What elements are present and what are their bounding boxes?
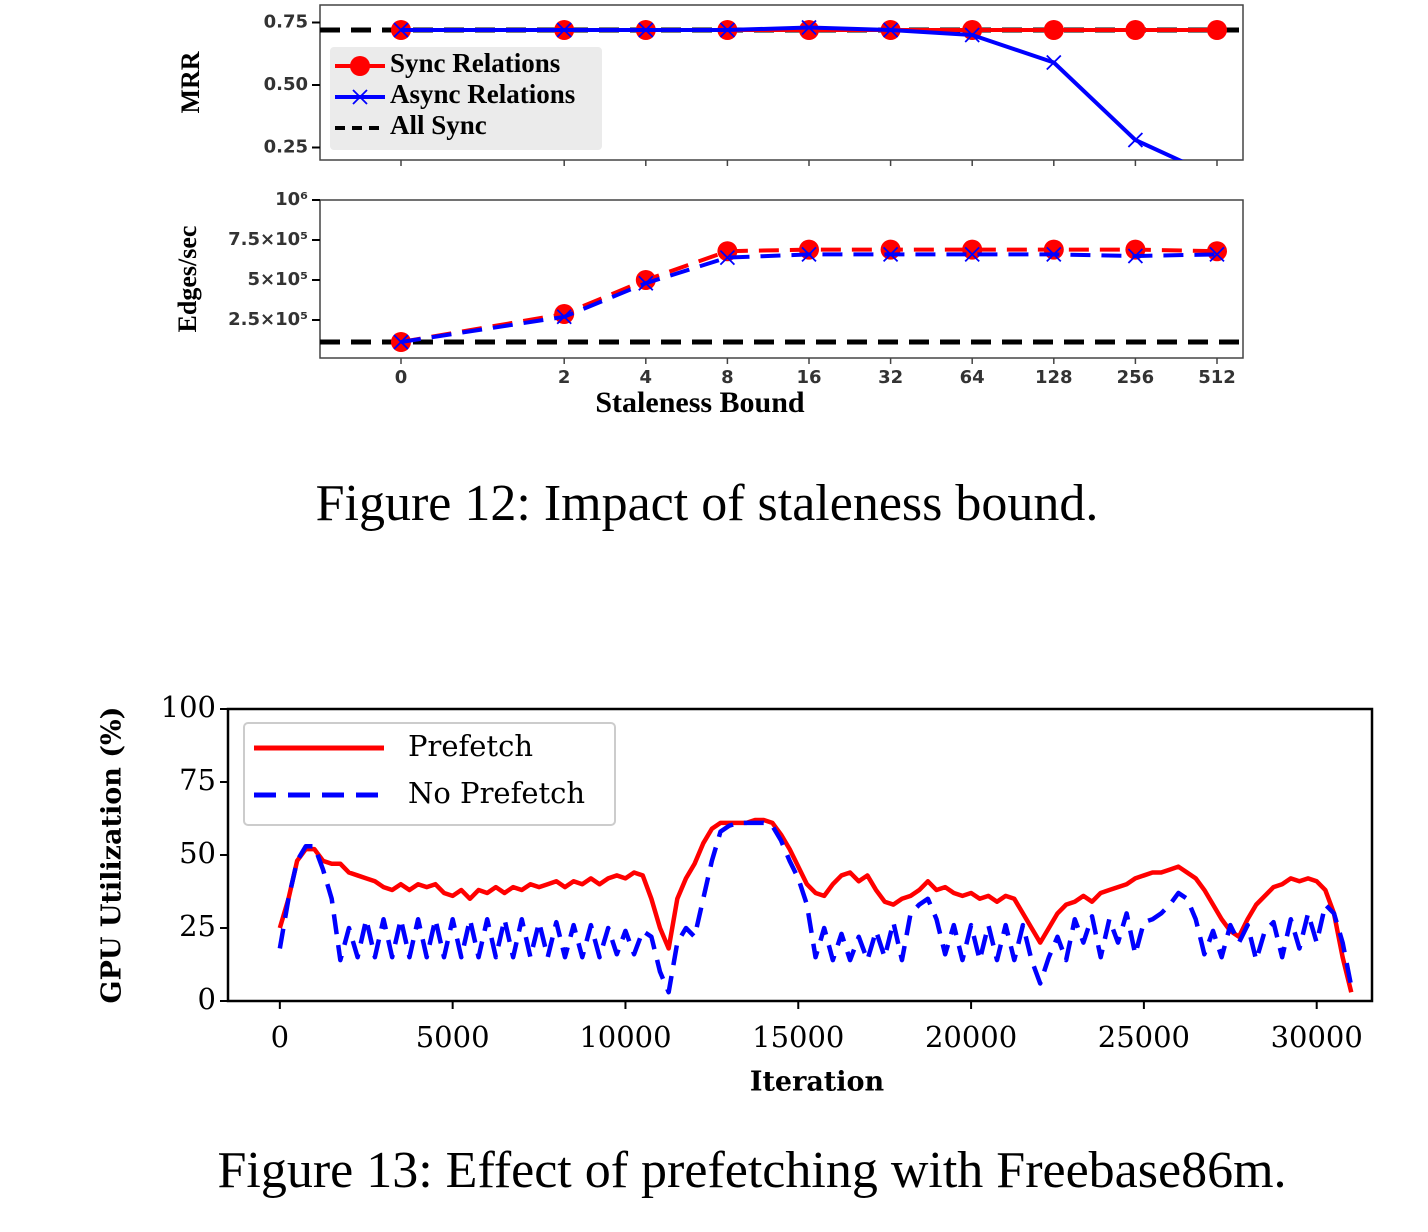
x-tick-label: 2: [558, 367, 571, 388]
y-axis-label: MRR: [176, 51, 205, 113]
y-tick-label: 7.5×10⁵: [228, 229, 308, 250]
plot-area: [320, 239, 1243, 352]
y-tick-label: 0.75: [264, 12, 308, 33]
series-line: [401, 25, 1184, 160]
y-tick-label: 5×10⁵: [247, 269, 308, 290]
marker: [964, 27, 980, 43]
marker: [1207, 20, 1227, 40]
plot-area: [320, 19, 1243, 185]
legend-label: Async Relations: [390, 79, 575, 109]
x-tick-label: 10000: [579, 1020, 671, 1054]
x-tick-label: 256: [1117, 367, 1155, 388]
marker: [1209, 246, 1225, 263]
legend-marker: [350, 56, 370, 76]
marker: [638, 22, 654, 38]
series-line: [277, 820, 1354, 995]
x-tick-label: 20000: [925, 1020, 1017, 1054]
marker: [393, 22, 409, 38]
legend-marker: [352, 89, 368, 105]
marker: [1207, 241, 1227, 262]
plot-frame: [319, 199, 1244, 359]
marker: [1043, 20, 1064, 40]
y-tick-label: 0.50: [264, 74, 308, 95]
legend-label: No Prefetch: [408, 776, 585, 810]
y-axis-label: GPU Utilization (%): [97, 707, 128, 1004]
y-tick-label: 0.25: [264, 137, 308, 158]
marker: [1046, 54, 1062, 71]
marker: [801, 19, 817, 36]
legend-label: Sync Relations: [390, 48, 560, 78]
y-tick-label: 75: [179, 763, 216, 797]
x-tick-label: 128: [1035, 367, 1073, 388]
marker: [1210, 171, 1224, 185]
series-line: [277, 817, 1354, 993]
marker: [638, 275, 654, 291]
marker: [719, 22, 736, 38]
x-tick-label: 0: [395, 367, 408, 388]
marker: [556, 22, 572, 38]
x-tick-label: 5000: [416, 1020, 490, 1054]
marker: [880, 239, 901, 260]
legend-box: [330, 47, 602, 150]
marker: [393, 334, 409, 350]
y-tick-label: 50: [179, 836, 216, 870]
plot-area: [277, 817, 1354, 995]
x-tick-label: 25000: [1098, 1020, 1190, 1054]
marker: [1127, 132, 1144, 148]
marker: [1127, 248, 1144, 264]
x-tick-label: 0: [271, 1020, 289, 1054]
marker: [882, 22, 899, 38]
y-tick-label: 0: [198, 982, 216, 1016]
legend-label: Prefetch: [408, 729, 533, 763]
x-tick-label: 8: [721, 367, 734, 388]
marker: [801, 246, 817, 263]
marker: [556, 309, 572, 325]
marker: [1043, 239, 1064, 260]
x-tick-label: 4: [640, 367, 653, 388]
caption: Figure 12: Impact of staleness bound.: [316, 475, 1099, 532]
x-tick-label: 64: [960, 367, 985, 388]
x-tick-label: 16: [796, 367, 821, 388]
y-tick-label: 2.5×10⁵: [228, 309, 308, 330]
x-tick-label: 15000: [752, 1020, 844, 1054]
x-tick-label: 512: [1198, 367, 1236, 388]
y-tick-label: 25: [179, 909, 216, 943]
marker: [719, 249, 736, 266]
marker: [1046, 246, 1062, 263]
x-axis-label: Staleness Bound: [595, 386, 805, 419]
marker: [799, 20, 819, 40]
marker: [882, 246, 899, 263]
y-axis-label: Edges/sec: [173, 226, 202, 333]
marker: [1125, 20, 1146, 40]
y-tick-label: 10⁶: [275, 189, 308, 210]
legend-label: All Sync: [390, 110, 487, 140]
x-axis-label: Iteration: [750, 1067, 885, 1098]
x-tick-label: 32: [878, 367, 903, 388]
marker: [962, 239, 983, 260]
y-tick-label: 100: [161, 690, 216, 724]
marker: [964, 246, 980, 263]
caption: Figure 13: Effect of prefetching with Fr…: [217, 1142, 1286, 1199]
x-tick-label: 30000: [1271, 1020, 1363, 1054]
